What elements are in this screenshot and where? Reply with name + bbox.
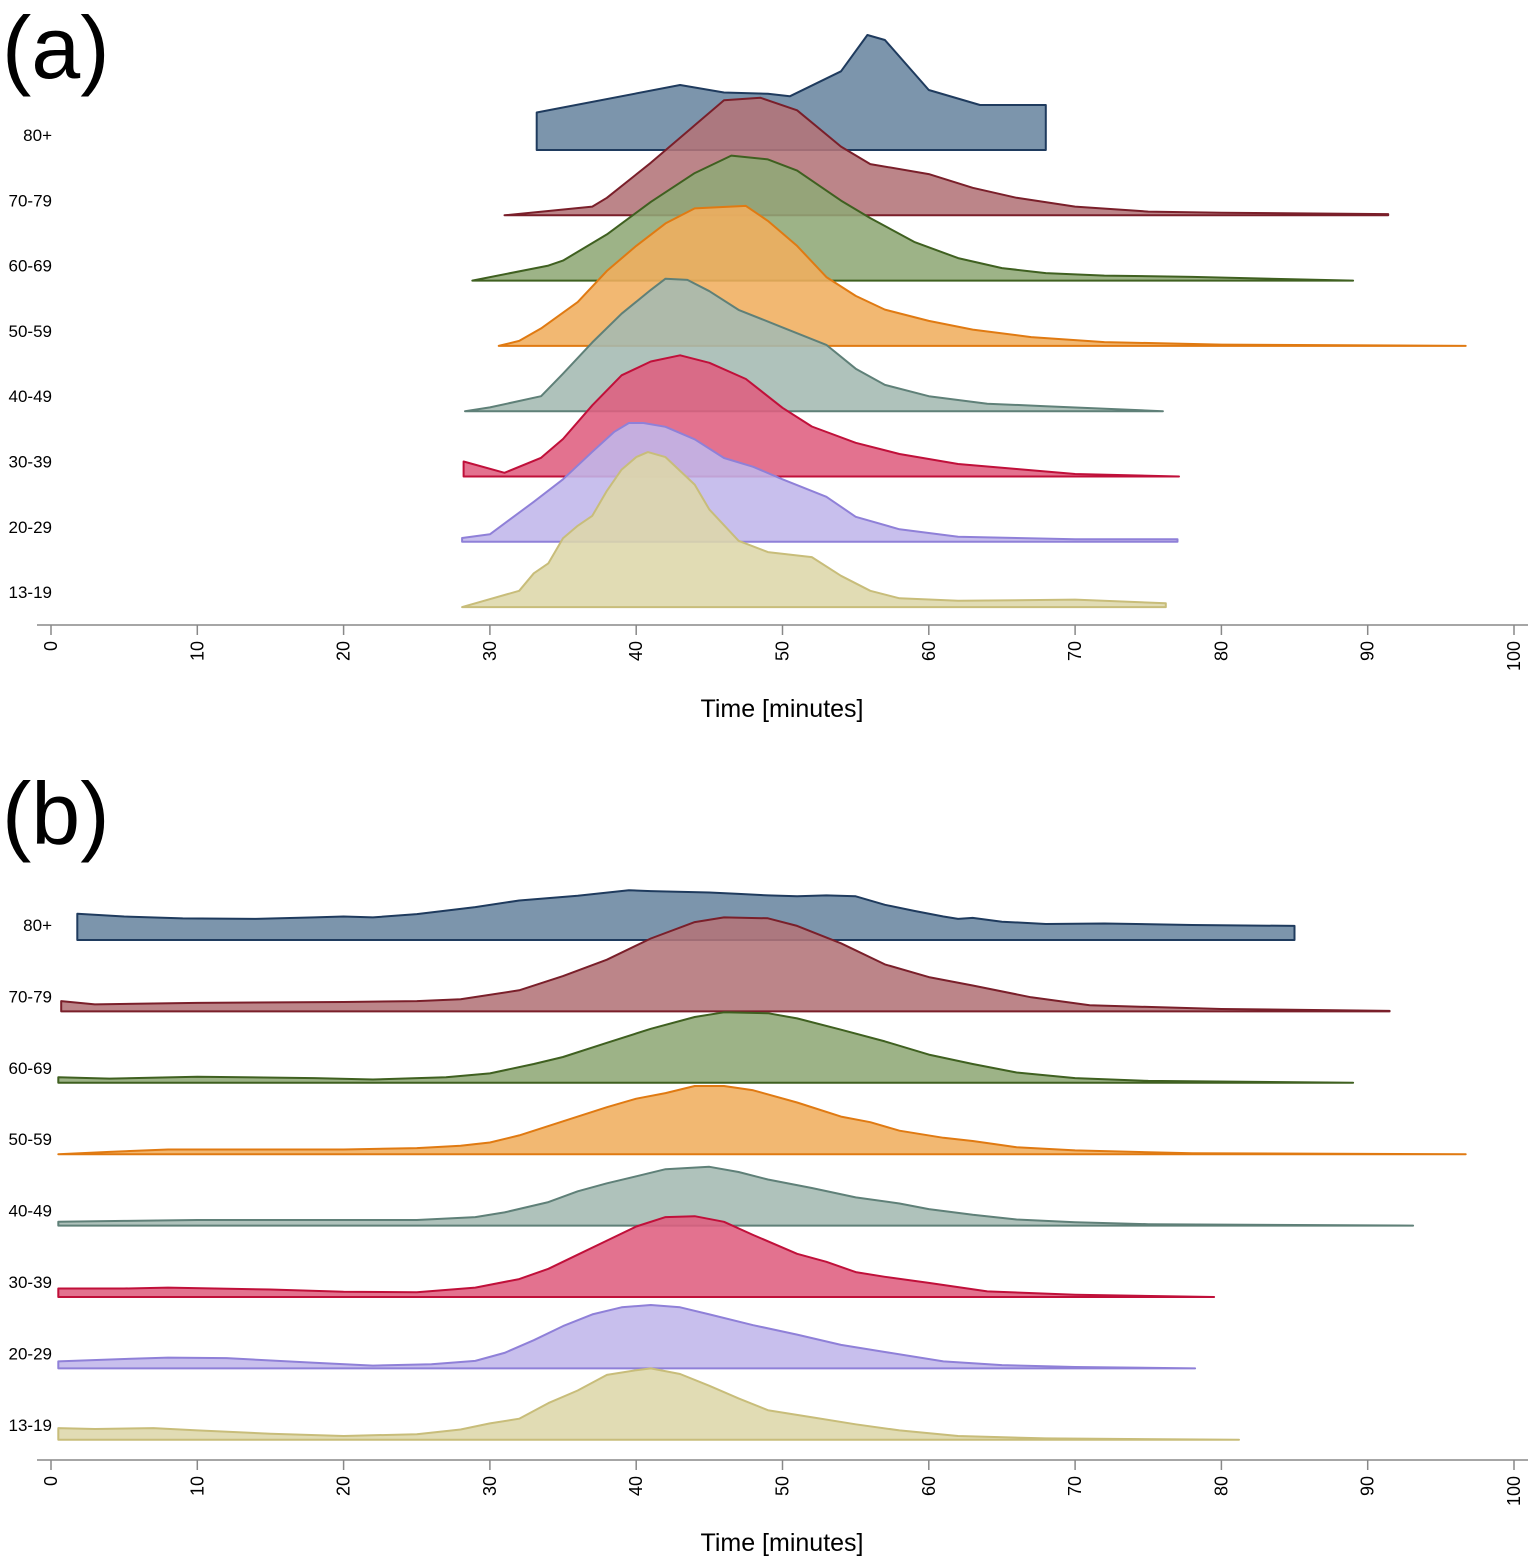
panel-b-label: (b) xyxy=(2,764,110,863)
ridge-70-79 xyxy=(60,916,1391,1013)
series-label: 13-19 xyxy=(9,1416,52,1435)
panel-b: 80+ 70-79 60-69 50-59 40-49 30-39 20-29 13-19 0 1… xyxy=(9,889,1528,1557)
x-tick-label: 10 xyxy=(187,641,207,661)
x-tick-label: 100 xyxy=(1504,1476,1524,1506)
series-label: 70-79 xyxy=(9,191,52,210)
ridge-50-59 xyxy=(57,1085,1467,1156)
series-label: 30-39 xyxy=(9,453,52,472)
x-tick-label: 10 xyxy=(187,1476,207,1496)
x-tick-label: 90 xyxy=(1358,1476,1378,1496)
x-tick-label: 40 xyxy=(626,1476,646,1496)
ridge-13-19 xyxy=(461,451,1167,609)
x-tick-label: 70 xyxy=(1065,1476,1085,1496)
x-tick-label: 90 xyxy=(1358,641,1378,661)
ridge-13-19 xyxy=(57,1367,1240,1441)
x-tick-label: 20 xyxy=(334,1476,354,1496)
x-tick-label: 30 xyxy=(480,641,500,661)
ridge-80+ xyxy=(535,34,1047,151)
x-tick-label: 0 xyxy=(41,641,61,651)
ridge-40-49 xyxy=(57,1165,1415,1227)
x-axis-label: Time [minutes] xyxy=(700,695,863,723)
x-tick-label: 60 xyxy=(919,1476,939,1496)
x-tick-label: 0 xyxy=(41,1476,61,1486)
x-tick-label: 50 xyxy=(773,641,793,661)
series-label: 20-29 xyxy=(9,1344,52,1363)
series-label: 40-49 xyxy=(9,387,52,406)
x-tick-label: 40 xyxy=(626,641,646,661)
series-label: 80+ xyxy=(23,126,52,145)
series-label: 50-59 xyxy=(9,322,52,341)
panel-a-label: (a) xyxy=(2,0,110,97)
panel-a: 80+ 70-79 60-69 50-59 40-49 30-39 20-29 13-19 0 1… xyxy=(9,34,1528,723)
x-tick-label: 70 xyxy=(1065,641,1085,661)
x-axis-label: Time [minutes] xyxy=(700,1529,863,1557)
x-tick-label: 80 xyxy=(1211,641,1231,661)
series-label: 60-69 xyxy=(9,257,52,276)
series-label: 13-19 xyxy=(9,583,52,602)
ridge-80+ xyxy=(76,889,1296,941)
ridge-60-69 xyxy=(57,1011,1355,1084)
x-tick-label: 50 xyxy=(773,1476,793,1496)
x-tick-label: 30 xyxy=(480,1476,500,1496)
series-label: 80+ xyxy=(23,916,52,935)
ridge-20-29 xyxy=(57,1304,1197,1370)
x-tick-label: 20 xyxy=(334,641,354,661)
x-tick-label: 60 xyxy=(919,641,939,661)
x-tick-label: 100 xyxy=(1504,641,1524,671)
series-label: 60-69 xyxy=(9,1059,52,1078)
x-tick-label: 80 xyxy=(1211,1476,1231,1496)
series-label: 20-29 xyxy=(9,518,52,537)
ridge-30-39 xyxy=(57,1215,1216,1298)
series-label: 30-39 xyxy=(9,1273,52,1292)
series-label: 50-59 xyxy=(9,1130,52,1149)
series-label: 40-49 xyxy=(9,1202,52,1221)
series-label: 70-79 xyxy=(9,987,52,1006)
